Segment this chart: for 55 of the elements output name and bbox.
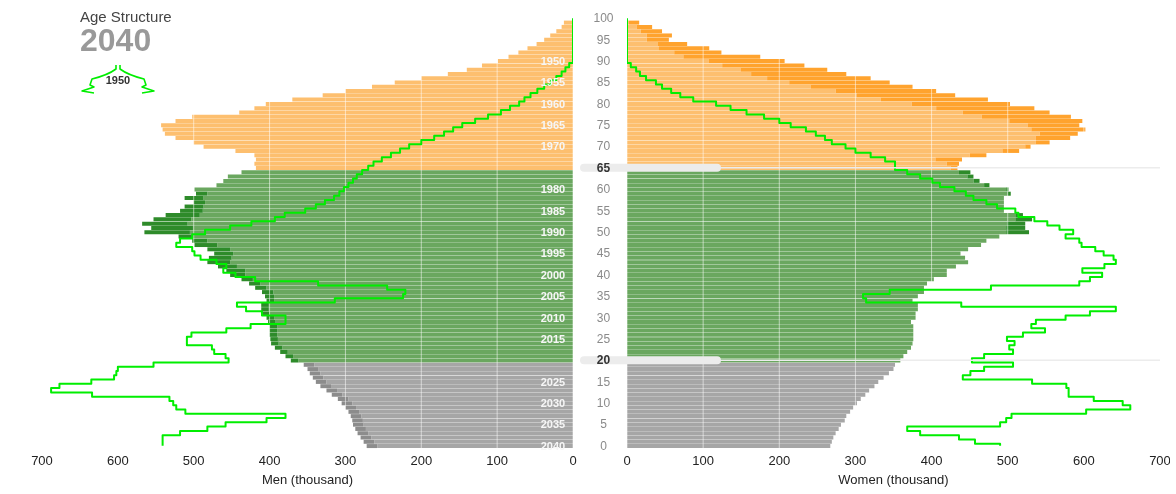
y-tick-label: 2025 [540,375,566,388]
x-tick-label: 700 [1149,453,1171,469]
y-tick-label: 50 [596,225,611,239]
y-tick-label: 65 [596,160,611,175]
y-tick-label: 2010 [540,311,566,324]
y-tick-label: 40 [596,267,611,282]
y-tick-label: 70 [596,139,611,154]
y-tick-label: 2030 [540,397,566,410]
y-tick-label: 25 [596,331,611,346]
x-tick-label: 500 [996,453,1019,469]
y-tick-label: 5 [600,417,608,432]
x-tick-label: 200 [410,453,433,469]
y-tick-label: 0 [600,438,608,453]
y-tick-label: 15 [596,374,611,389]
y-tick-label: 10 [596,396,611,411]
y-tick-label: 2015 [540,332,566,345]
y-tick-label: 1970 [540,140,566,153]
y-tick-label: 1950 [540,54,566,67]
y-tick-label: 45 [596,246,611,261]
y-tick-label: 35 [596,289,611,304]
y-tick-label: 95 [596,32,611,47]
y-tick-label: 2035 [540,418,566,431]
x-tick-label: 600 [1073,453,1095,469]
x-axis-title: Men (thousand) [261,472,354,487]
chart-title: Age Structure [80,8,172,25]
x-tick-label: 100 [692,453,714,469]
y-tick-label: 1960 [540,97,566,110]
y-tick-label: 2000 [540,268,566,281]
y-tick-label: 75 [596,118,611,133]
y-tick-label: 55 [596,203,611,218]
x-tick-label: 0 [569,453,577,469]
y-tick-label: 100 [593,11,614,26]
y-tick-label: 1985 [540,204,566,217]
x-tick-label: 400 [258,453,281,469]
x-tick-label: 400 [920,453,943,469]
y-tick-label: 1990 [540,226,566,238]
x-tick-label: 0 [623,453,631,469]
text: 1950 [104,74,132,86]
x-axis-title: Women (thousand) [838,472,949,487]
y-tick-label: 90 [596,53,611,68]
x-tick-label: 100 [486,453,508,469]
x-tick-label: 300 [334,453,357,469]
y-tick-label: 80 [596,96,611,111]
x-tick-label: 700 [31,453,53,469]
y-tick-label: 1980 [540,183,566,196]
y-tick-label: 60 [596,182,611,197]
y-tick-label: 85 [596,75,611,90]
y-tick-label: 1995 [540,247,566,260]
x-tick-label: 300 [844,453,867,469]
x-tick-label: 600 [107,453,129,469]
y-tick-label: 20 [596,353,611,368]
x-tick-label: 200 [768,453,791,469]
y-tick-label: 30 [596,310,611,325]
y-tick-label: 1965 [540,119,566,132]
x-tick-label: 500 [182,453,205,469]
